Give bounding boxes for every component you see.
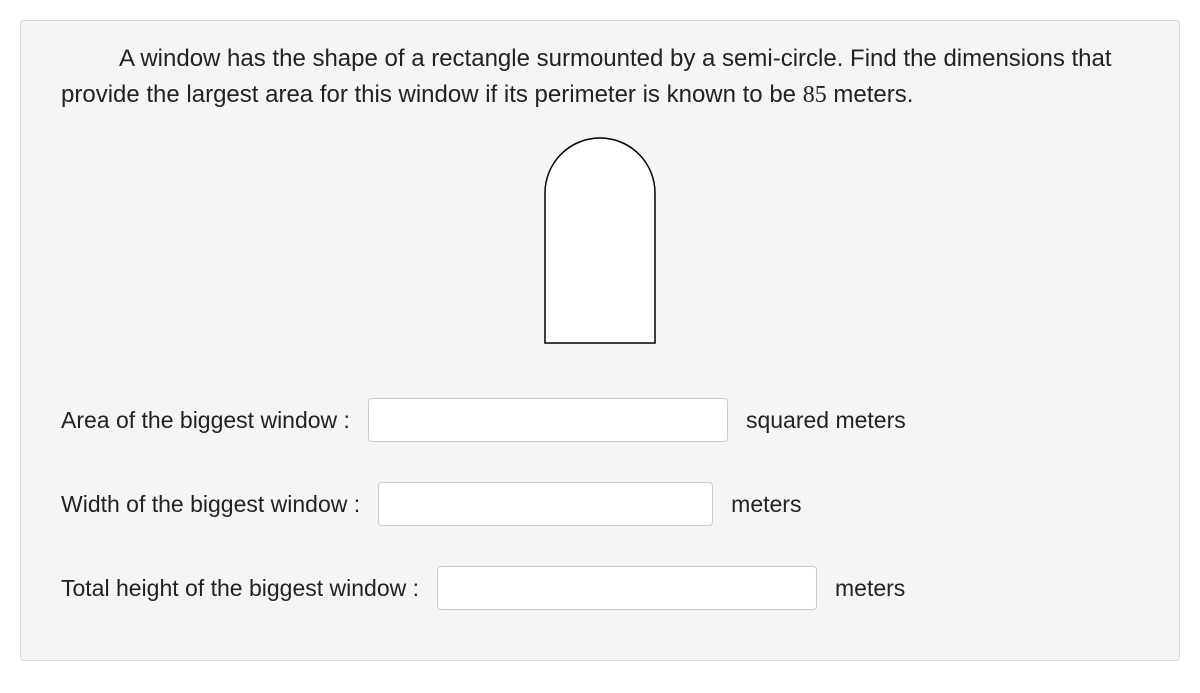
width-unit: meters — [731, 491, 801, 518]
height-unit: meters — [835, 575, 905, 602]
width-row: Width of the biggest window : meters — [61, 482, 1139, 526]
problem-text-part1: A window has the shape of a rectangle su… — [61, 45, 1112, 108]
problem-panel: A window has the shape of a rectangle su… — [20, 20, 1180, 661]
width-label: Width of the biggest window : — [61, 491, 360, 518]
area-unit: squared meters — [746, 407, 906, 434]
width-input[interactable] — [378, 482, 713, 526]
problem-statement: A window has the shape of a rectangle su… — [61, 41, 1139, 113]
height-row: Total height of the biggest window : met… — [61, 566, 1139, 610]
problem-text-part2: meters. — [827, 81, 914, 108]
window-shape-icon — [525, 133, 675, 353]
window-diagram — [61, 133, 1139, 358]
height-input[interactable] — [437, 566, 817, 610]
perimeter-value: 85 — [803, 82, 827, 108]
area-row: Area of the biggest window : squared met… — [61, 398, 1139, 442]
area-input[interactable] — [368, 398, 728, 442]
height-label: Total height of the biggest window : — [61, 575, 419, 602]
area-label: Area of the biggest window : — [61, 407, 350, 434]
